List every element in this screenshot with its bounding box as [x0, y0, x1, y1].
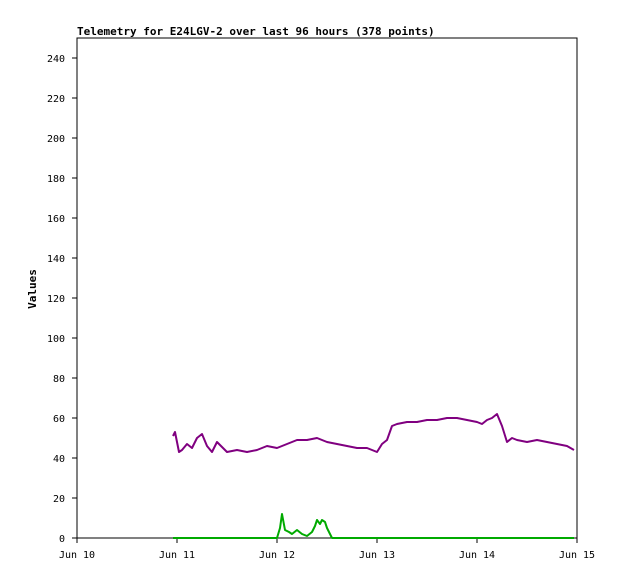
series-line-2 — [173, 513, 574, 539]
y-axis-label: Values — [26, 269, 39, 309]
x-tick-label: Jun 12 — [259, 550, 295, 561]
x-tick-label: Jun 13 — [359, 550, 395, 561]
series-line-1 — [172, 413, 575, 453]
x-tick-label: Jun 11 — [159, 550, 195, 561]
y-tick-label: 0 — [59, 534, 65, 545]
y-tick-label: 100 — [47, 334, 65, 345]
series-layer — [172, 413, 575, 539]
y-tick-label: 60 — [53, 414, 65, 425]
axis-layer: 0 20 40 60 80 100 120 140 160 180 200 220 240 Jun 10 J… — [47, 54, 595, 561]
y-tick-label: 20 — [53, 494, 65, 505]
y-tick-label: 80 — [53, 374, 65, 385]
x-tick-label: Jun 14 — [459, 550, 495, 561]
x-tick-label: Jun 10 — [59, 550, 95, 561]
y-tick-label: 120 — [47, 294, 65, 305]
y-tick-label: 140 — [47, 254, 65, 265]
plot-frame — [76, 37, 578, 539]
y-tick-label: 40 — [53, 454, 65, 465]
y-tick-label: 200 — [47, 134, 65, 145]
x-tick-label: Jun 15 — [559, 550, 595, 561]
y-tick-label: 240 — [47, 54, 65, 65]
y-tick-label: 220 — [47, 94, 65, 105]
chart-title: Telemetry for E24LGV-2 over last 96 hour… — [77, 25, 435, 38]
y-tick-label: 180 — [47, 174, 65, 185]
y-tick-label: 160 — [47, 214, 65, 225]
